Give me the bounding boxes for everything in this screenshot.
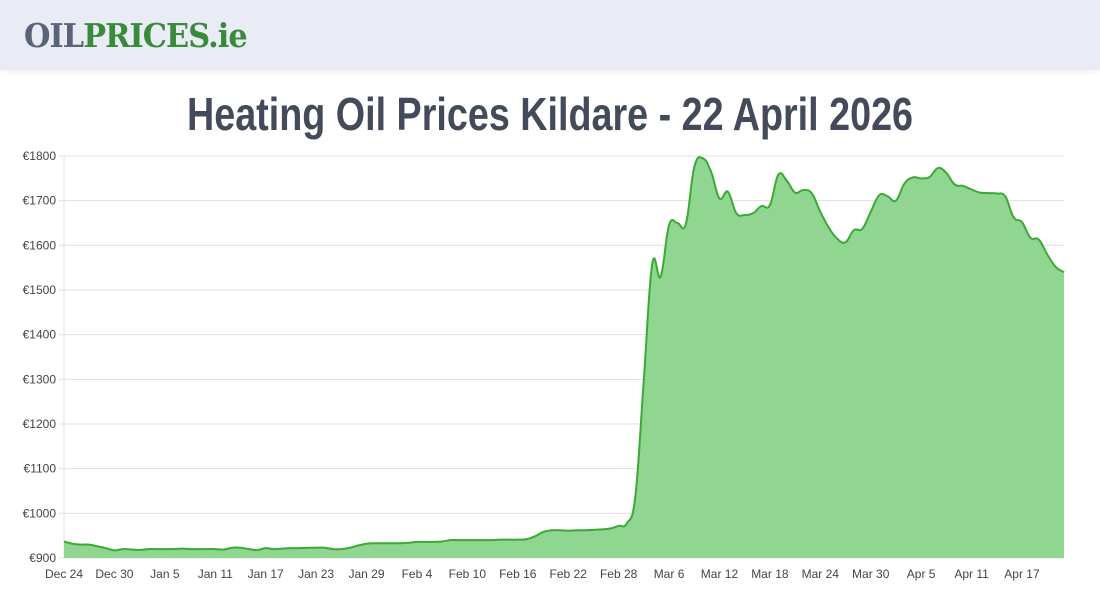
logo-text-prices: PRICES.ie [83, 16, 247, 55]
x-tick-label: Jan 5 [150, 567, 180, 581]
x-tick-label: Dec 24 [45, 567, 83, 581]
x-tick-label: Feb 4 [402, 567, 433, 581]
x-tick-label: Apr 11 [954, 567, 989, 581]
y-tick-label: €1800 [23, 149, 57, 163]
x-tick-label: Mar 18 [751, 567, 789, 581]
x-tick-label: Apr 17 [1004, 567, 1040, 581]
x-tick-label: Feb 22 [550, 567, 588, 581]
x-tick-label: Jan 11 [198, 567, 233, 581]
price-line [63, 156, 1065, 552]
x-tick-label: Dec 30 [95, 567, 133, 581]
y-tick-label: €1600 [23, 238, 57, 252]
price-area-fill [64, 157, 1064, 558]
site-header: OILPRICES.ie [0, 0, 1100, 70]
x-tick-label: Jan 29 [349, 567, 385, 581]
x-tick-label: Feb 16 [499, 567, 537, 581]
y-tick-label: €900 [29, 551, 56, 565]
x-tick-label: Feb 10 [449, 567, 487, 581]
y-tick-label: €1000 [23, 506, 57, 520]
x-tick-label: Feb 28 [600, 567, 638, 581]
x-tick-label: Apr 5 [907, 567, 936, 581]
x-tick-label: Jan 17 [248, 567, 284, 581]
y-tick-label: €1500 [23, 283, 57, 297]
x-tick-label: Mar 24 [802, 567, 840, 581]
logo-text-oil: OIL [24, 16, 84, 55]
y-tick-label: €1700 [23, 194, 57, 208]
x-tick-label: Mar 30 [852, 567, 890, 581]
y-tick-label: €1200 [23, 417, 57, 431]
page-title: Heating Oil Prices Kildare - 22 April 20… [186, 88, 914, 140]
x-tick-label: Jan 23 [298, 567, 334, 581]
x-tick-label: Mar 6 [654, 567, 685, 581]
x-tick-label: Mar 12 [701, 567, 739, 581]
y-tick-label: €1100 [24, 462, 57, 476]
y-tick-label: €1300 [23, 372, 57, 386]
site-logo[interactable]: OILPRICES.ie [24, 16, 248, 56]
y-tick-label: €1400 [23, 328, 57, 342]
